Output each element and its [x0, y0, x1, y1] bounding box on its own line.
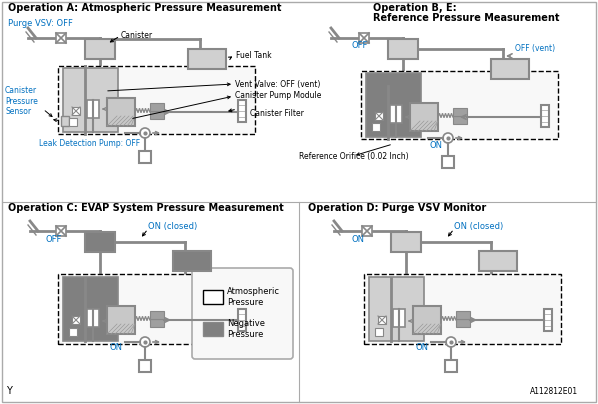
Circle shape: [443, 133, 453, 143]
Bar: [238, 309, 246, 331]
Bar: [203, 322, 223, 336]
Bar: [362, 226, 372, 236]
Bar: [413, 306, 441, 334]
Text: Canister Pump Module: Canister Pump Module: [235, 91, 321, 101]
Text: ON: ON: [430, 141, 443, 151]
Bar: [393, 309, 405, 327]
Bar: [58, 66, 255, 134]
Text: Canister: Canister: [121, 30, 153, 40]
Bar: [366, 73, 421, 137]
Bar: [150, 103, 164, 111]
Bar: [378, 316, 386, 324]
Text: OFF: OFF: [45, 234, 62, 244]
Bar: [56, 226, 66, 236]
Bar: [69, 118, 77, 126]
Bar: [369, 277, 424, 341]
FancyBboxPatch shape: [192, 268, 293, 359]
Bar: [150, 311, 164, 319]
Bar: [85, 39, 115, 59]
Circle shape: [140, 337, 150, 347]
Text: Operation B, E:: Operation B, E:: [373, 3, 457, 13]
Bar: [139, 151, 151, 163]
Text: Canister
Pressure
Sensor: Canister Pressure Sensor: [5, 86, 38, 116]
Bar: [150, 111, 164, 119]
Bar: [173, 251, 211, 271]
Bar: [453, 116, 467, 124]
Bar: [456, 311, 470, 319]
Bar: [388, 39, 418, 59]
Text: Operation A: Atmospheric Pressure Measurement: Operation A: Atmospheric Pressure Measur…: [8, 3, 282, 13]
Bar: [456, 319, 470, 327]
Bar: [390, 105, 402, 123]
Bar: [364, 274, 561, 344]
Text: Reference Orifice (0.02 Inch): Reference Orifice (0.02 Inch): [299, 152, 408, 160]
Bar: [87, 309, 99, 327]
Bar: [544, 309, 552, 331]
Bar: [69, 328, 77, 336]
Bar: [238, 100, 246, 122]
Bar: [87, 100, 99, 118]
Text: Reference Pressure Measurement: Reference Pressure Measurement: [373, 13, 560, 23]
Bar: [375, 112, 383, 120]
Text: Operation D: Purge VSV Monitor: Operation D: Purge VSV Monitor: [308, 203, 486, 213]
Text: ON: ON: [416, 343, 429, 351]
Bar: [72, 107, 80, 115]
Bar: [56, 33, 66, 43]
Bar: [63, 277, 118, 341]
Circle shape: [446, 337, 456, 347]
Circle shape: [140, 128, 150, 138]
Bar: [107, 306, 135, 334]
Bar: [203, 290, 223, 304]
Bar: [391, 232, 421, 252]
Text: Fuel Tank: Fuel Tank: [236, 50, 271, 59]
Bar: [375, 328, 383, 336]
Bar: [361, 71, 558, 139]
Bar: [410, 103, 438, 131]
Bar: [85, 232, 115, 252]
Bar: [63, 68, 118, 132]
Bar: [139, 360, 151, 372]
Text: Purge VSV: OFF: Purge VSV: OFF: [8, 19, 73, 27]
Text: OFF (vent): OFF (vent): [515, 44, 555, 53]
Text: Canister Filter: Canister Filter: [250, 109, 304, 118]
Text: OFF: OFF: [351, 42, 367, 50]
Bar: [491, 59, 529, 79]
Text: ON: ON: [110, 343, 123, 351]
Bar: [61, 116, 69, 126]
Bar: [150, 319, 164, 327]
Bar: [72, 316, 80, 324]
Bar: [359, 33, 369, 43]
Text: ON: ON: [351, 234, 364, 244]
Text: Operation C: EVAP System Pressure Measurement: Operation C: EVAP System Pressure Measur…: [8, 203, 283, 213]
Bar: [58, 274, 255, 344]
Bar: [442, 156, 454, 168]
Text: A112812E01: A112812E01: [530, 387, 578, 396]
Bar: [188, 49, 226, 69]
Text: Y: Y: [6, 386, 12, 396]
Bar: [541, 105, 549, 127]
Bar: [372, 123, 380, 131]
Bar: [479, 251, 517, 271]
Bar: [107, 98, 135, 126]
Text: ON (closed): ON (closed): [454, 221, 504, 231]
Bar: [445, 360, 457, 372]
Text: Atmospheric
Pressure: Atmospheric Pressure: [227, 287, 280, 307]
Text: Leak Detection Pump: OFF: Leak Detection Pump: OFF: [39, 139, 141, 149]
Text: Negative
Pressure: Negative Pressure: [227, 319, 265, 339]
Text: ON (closed): ON (closed): [148, 221, 197, 231]
Text: Vent Valve: OFF (vent): Vent Valve: OFF (vent): [235, 80, 321, 88]
Bar: [453, 108, 467, 116]
